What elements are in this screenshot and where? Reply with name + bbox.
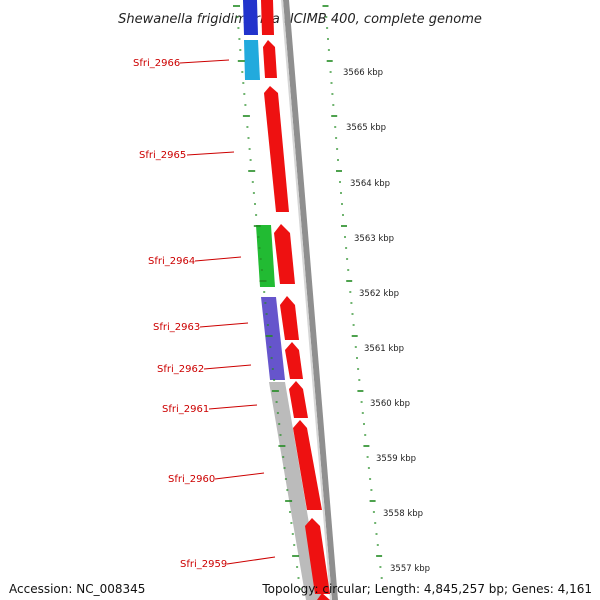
leader-line-2964 xyxy=(194,256,242,262)
kbp-label-3559: 3559 kbp xyxy=(376,454,416,464)
kbp-label-3560: 3560 kbp xyxy=(370,399,410,409)
gene-label-group: Sfri_2966 Sfri_2965 Sfri_2964 Sfri_2963 … xyxy=(133,58,276,570)
cds-arrow-2959 xyxy=(305,518,330,594)
map-title: Shewanella frigidimarina NCIMB 400, comp… xyxy=(118,12,482,27)
kbp-label-3564: 3564 kbp xyxy=(350,179,390,189)
topology-text: Topology: circular; Length: 4,845,257 bp… xyxy=(262,582,592,596)
inner-ruler xyxy=(233,5,301,590)
cds-arrow-2963 xyxy=(280,296,299,340)
cog-bar-purple xyxy=(261,297,285,380)
cog-bar-cyan xyxy=(244,40,260,80)
cds-arrow-2964 xyxy=(274,224,295,284)
kbp-label-3558: 3558 kbp xyxy=(383,509,423,519)
kbp-label-3561: 3561 kbp xyxy=(364,344,404,354)
gene-label-2963: Sfri_2963 xyxy=(153,322,200,333)
cds-arrow-2960 xyxy=(293,420,322,510)
leader-line-2966 xyxy=(179,59,230,64)
leader-line-2965 xyxy=(186,151,235,156)
kbp-label-3563: 3563 kbp xyxy=(354,234,394,244)
backbone-track xyxy=(283,0,338,600)
leader-line-2960 xyxy=(214,472,265,480)
gene-label-2966: Sfri_2966 xyxy=(133,58,180,69)
gene-label-2964: Sfri_2964 xyxy=(148,256,195,267)
cds-arrow-2966 xyxy=(263,40,277,78)
cog-bar-green xyxy=(256,225,275,287)
cog-bar-blue xyxy=(243,0,258,35)
cds-arrow-2962 xyxy=(285,342,303,379)
leader-line-2961 xyxy=(208,404,258,410)
gene-label-2962: Sfri_2962 xyxy=(157,364,204,375)
cds-arrow-top xyxy=(261,0,274,35)
leader-line-2962 xyxy=(203,364,252,370)
backbone-highlight xyxy=(281,0,332,600)
cds-arrow-bottom xyxy=(317,593,330,600)
gene-label-2965: Sfri_2965 xyxy=(139,150,186,161)
kbp-label-3562: 3562 kbp xyxy=(359,289,399,299)
gene-label-2960: Sfri_2960 xyxy=(168,474,215,485)
accession-text: Accession: NC_008345 xyxy=(9,582,146,596)
kbp-label-3557: 3557 kbp xyxy=(390,564,430,574)
kbp-scale: 3566 kbp 3565 kbp 3564 kbp 3563 kbp 3562… xyxy=(343,68,430,574)
leader-line-2959 xyxy=(226,556,276,565)
kbp-label-3566: 3566 kbp xyxy=(343,68,383,78)
kbp-label-3565: 3565 kbp xyxy=(346,123,386,133)
cds-arrow-2965 xyxy=(264,86,289,212)
cds-arrow-2961 xyxy=(289,381,308,418)
leader-line-2963 xyxy=(199,322,249,328)
outer-ruler xyxy=(322,5,385,590)
gene-label-2959: Sfri_2959 xyxy=(180,559,227,570)
gene-label-2961: Sfri_2961 xyxy=(162,404,209,415)
